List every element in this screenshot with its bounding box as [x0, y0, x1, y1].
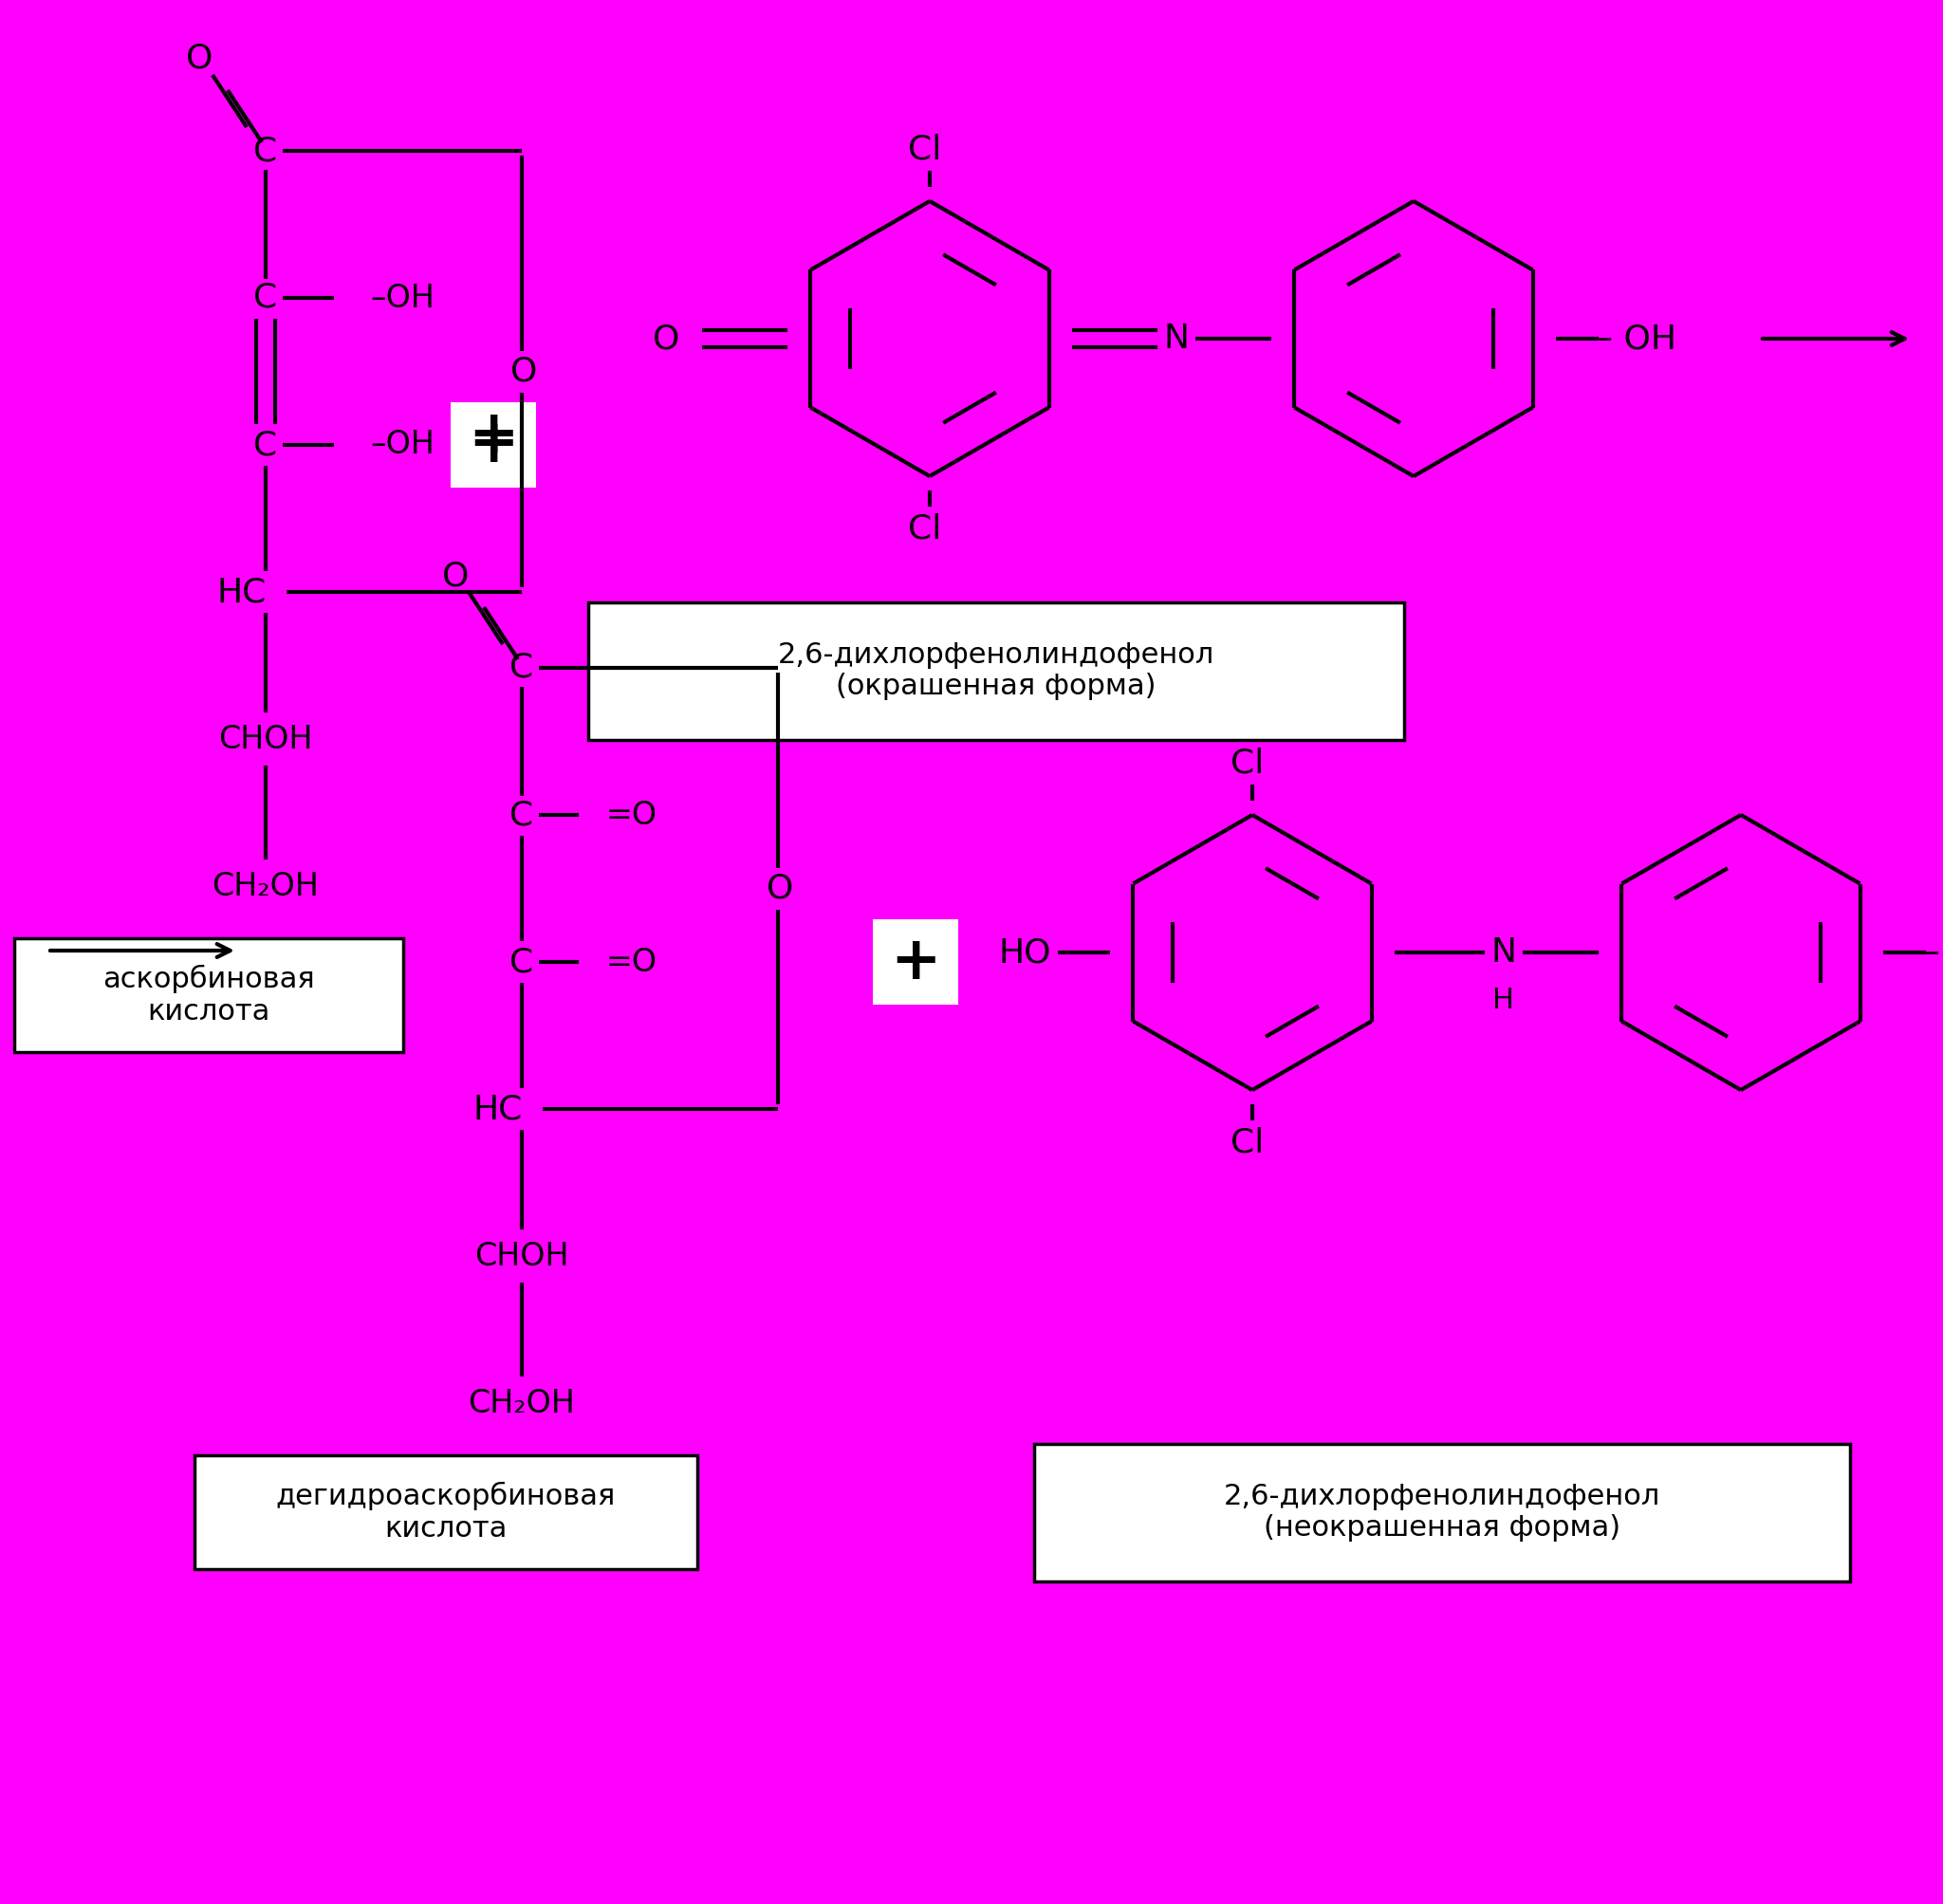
Text: Cl: Cl	[907, 133, 942, 166]
Text: –OH: –OH	[369, 428, 435, 461]
Text: 2,6-дихлорфенолиндофенол
(неокрашенная форма): 2,6-дихлорфенолиндофенол (неокрашенная ф…	[1224, 1483, 1661, 1542]
Text: CH₂OH: CH₂OH	[212, 870, 319, 902]
Text: +: +	[890, 933, 940, 992]
Text: CHOH: CHOH	[474, 1240, 569, 1272]
Text: аскорбиновая
кислота: аскорбиновая кислота	[103, 965, 315, 1026]
Text: –OH: –OH	[369, 282, 435, 314]
Text: CHOH: CHOH	[218, 724, 313, 754]
Text: Cl: Cl	[1230, 1125, 1265, 1158]
Text: H: H	[1492, 986, 1516, 1013]
FancyBboxPatch shape	[872, 920, 958, 1005]
Text: HC: HC	[218, 575, 266, 607]
Text: C: C	[255, 428, 278, 461]
Text: =O: =O	[606, 800, 657, 830]
Text: N: N	[1164, 322, 1189, 354]
FancyBboxPatch shape	[14, 939, 404, 1053]
Text: +: +	[468, 415, 519, 474]
Text: O: O	[653, 322, 680, 354]
Text: HO: HO	[999, 937, 1051, 969]
Text: +: +	[468, 406, 519, 465]
Text: O: O	[766, 872, 793, 904]
Text: – OH: – OH	[1924, 937, 1943, 969]
Text: C: C	[509, 800, 534, 830]
Text: =O: =O	[606, 946, 657, 977]
Text: C: C	[509, 946, 534, 979]
FancyBboxPatch shape	[1034, 1443, 1850, 1580]
Text: CH₂OH: CH₂OH	[468, 1388, 575, 1418]
Text: O: O	[511, 356, 536, 388]
Text: O: O	[187, 42, 212, 74]
Text: – OH: – OH	[1597, 322, 1677, 354]
Text: C: C	[255, 282, 278, 314]
FancyBboxPatch shape	[194, 1455, 698, 1569]
Text: C: C	[509, 651, 534, 684]
Text: дегидроаскорбиновая
кислота: дегидроаскорбиновая кислота	[276, 1481, 616, 1542]
FancyBboxPatch shape	[451, 402, 536, 487]
Text: Cl: Cl	[1230, 746, 1265, 779]
Text: Cl: Cl	[907, 512, 942, 545]
FancyBboxPatch shape	[589, 602, 1405, 739]
Text: HC: HC	[474, 1093, 523, 1125]
Text: O: O	[441, 560, 468, 592]
Text: C: C	[255, 135, 278, 168]
Text: 2,6-дихлорфенолиндофенол
(окрашенная форма): 2,6-дихлорфенолиндофенол (окрашенная фор…	[777, 642, 1214, 701]
Text: N: N	[1490, 937, 1517, 969]
